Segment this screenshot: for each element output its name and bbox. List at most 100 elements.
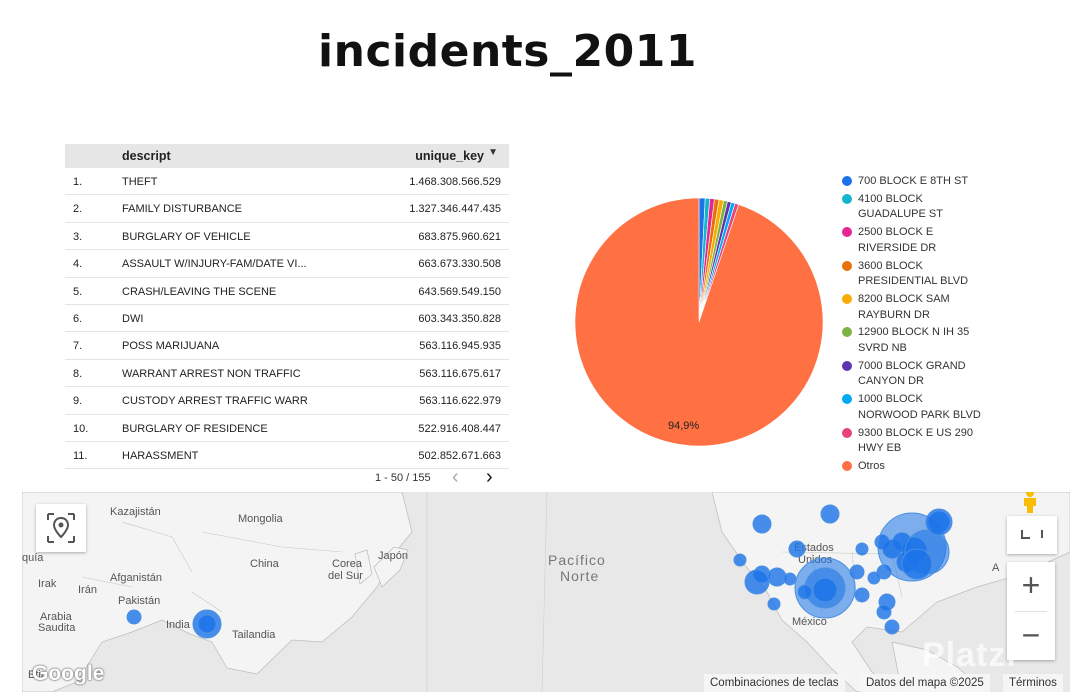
row-descript: CRASH/LEAVING THE SCENE (122, 285, 277, 298)
pagination-range: 1 - 50 / 155 (375, 472, 431, 484)
pie-legend: 700 BLOCK E 8TH ST 4100 BLOCK GUADALUPE ST… (842, 174, 981, 477)
legend-item[interactable]: 700 BLOCK E 8TH ST (842, 174, 981, 190)
pie-slice-9[interactable] (574, 197, 824, 447)
map-bubble[interactable] (812, 577, 838, 603)
terms-link[interactable]: Términos (1003, 674, 1063, 692)
table-row[interactable]: 7. POSS MARIJUANA 563.116.945.935 (65, 332, 509, 360)
map-label-etio: Etio (28, 669, 47, 681)
map-bubble[interactable] (901, 548, 933, 580)
legend-swatch (842, 394, 852, 405)
map-bubble[interactable] (788, 540, 806, 558)
map-bubble[interactable] (197, 614, 217, 634)
zoom-out-button[interactable]: − (1021, 617, 1041, 653)
legend-item[interactable]: 2500 BLOCK E RIVERSIDE DR (842, 225, 981, 256)
map-label-pacifico: Pacífico (548, 552, 606, 568)
zoom-in-button[interactable]: + (1021, 567, 1041, 603)
map-bubble[interactable] (733, 553, 747, 567)
row-index: 5. (73, 285, 83, 298)
row-unique-key: 563.116.945.935 (419, 340, 501, 353)
map-bubble[interactable] (854, 587, 870, 603)
legend-item[interactable]: 12900 BLOCK N IH 35 SVRD NB (842, 325, 981, 356)
table-row[interactable]: 4. ASSAULT W/INJURY-FAM/DATE VI... 663.673… (65, 250, 509, 278)
legend-item[interactable]: Otros (842, 459, 981, 475)
legend-swatch (842, 461, 852, 472)
column-header-descript[interactable]: descript (122, 149, 171, 163)
map-label-japon: Japón (378, 550, 408, 562)
table-row[interactable]: 2. FAMILY DISTURBANCE 1.327.346.447.435 (65, 195, 509, 223)
keyboard-shortcuts-link[interactable]: Combinaciones de teclas (704, 674, 845, 692)
google-logo[interactable]: Google (32, 662, 105, 685)
map-bubble[interactable] (744, 569, 770, 595)
legend-item[interactable]: 1000 BLOCK NORWOOD PARK BLVD (842, 392, 981, 423)
map-bubble[interactable] (820, 504, 840, 524)
legend-swatch (842, 260, 852, 271)
map-bubbles (126, 504, 953, 639)
location-pin-icon[interactable] (36, 504, 86, 552)
map-label-a: A (992, 562, 1000, 574)
row-descript: THEFT (122, 176, 158, 188)
table-row[interactable]: 10. BURGLARY OF RESIDENCE 522.916.408.447 (65, 415, 509, 442)
legend-item[interactable]: 8200 BLOCK SAM RAYBURN DR (842, 292, 981, 323)
legend-item[interactable]: 7000 BLOCK GRAND CANYON DR (842, 359, 981, 390)
legend-label: 8200 BLOCK SAM (858, 293, 950, 306)
legend-swatch (842, 176, 852, 186)
map-bubble[interactable] (752, 514, 772, 534)
chevron-right-icon[interactable]: › (486, 466, 493, 488)
bubble-map[interactable]: Kazajistán Mongolia China Corea del Sur … (22, 492, 1070, 692)
map-label-china: China (250, 558, 279, 570)
legend-label: 2500 BLOCK E (858, 226, 934, 239)
legend-swatch (842, 327, 852, 338)
map-label-mexico: México (792, 616, 827, 628)
row-index: 2. (73, 203, 83, 216)
legend-label: 7000 BLOCK GRAND (858, 359, 966, 372)
map-bubble[interactable] (126, 609, 142, 625)
table-row[interactable]: 11. HARASSMENT 502.852.671.663 (65, 442, 509, 470)
report-title: incidents_2011 (318, 26, 697, 77)
table-row[interactable]: 3. BURGLARY OF VEHICLE 683.875.960.621 (65, 223, 509, 251)
map-label-corea: Corea (332, 558, 362, 570)
legend-label: 12900 BLOCK N IH 35 (858, 326, 970, 339)
table-row[interactable]: 6. DWI 603.343.350.828 (65, 305, 509, 333)
table-row[interactable]: 9. CUSTODY ARREST TRAFFIC WARR 563.116.622… (65, 387, 509, 415)
table-row[interactable]: 5. CRASH/LEAVING THE SCENE 643.569.549.150 (65, 278, 509, 305)
legend-item[interactable]: 4100 BLOCK GUADALUPE ST (842, 192, 981, 223)
platzi-watermark: Platzi (922, 636, 1017, 674)
map-label-mongolia: Mongolia (238, 513, 283, 525)
fullscreen-icon[interactable] (1007, 516, 1057, 554)
map-bubble[interactable] (783, 572, 797, 586)
legend-item[interactable]: 9300 BLOCK E US 290 HWY EB (842, 426, 981, 457)
row-index: 1. (73, 176, 83, 188)
table-header: descript unique_key ▼ (65, 144, 509, 168)
map-bubble[interactable] (876, 604, 892, 620)
chevron-left-icon[interactable]: ‹ (452, 466, 459, 488)
legend-label: GUADALUPE ST (858, 208, 943, 221)
map-bubble[interactable] (767, 597, 781, 611)
map-bubble[interactable] (849, 564, 865, 580)
map-bubble[interactable] (767, 567, 787, 587)
map-label-arabia: Arabia (40, 611, 72, 623)
map-label-saudita: Saudita (38, 622, 76, 634)
map-bubble[interactable] (797, 584, 813, 600)
table-row[interactable]: 1. THEFT 1.468.308.566.529 (65, 168, 509, 196)
row-descript: DWI (122, 312, 144, 325)
legend-label: CANYON DR (858, 375, 925, 388)
row-index: 7. (73, 340, 83, 353)
legend-label: 4100 BLOCK (858, 192, 923, 205)
map-bubble[interactable] (855, 542, 869, 556)
row-index: 9. (73, 395, 83, 408)
pegman-icon[interactable] (1019, 492, 1041, 514)
row-index: 10. (73, 422, 89, 435)
column-header-unique-key[interactable]: unique_key (415, 149, 484, 163)
row-unique-key: 1.468.308.566.529 (409, 176, 501, 188)
legend-swatch (842, 193, 852, 204)
legend-item[interactable]: 3600 BLOCK PRESIDENTIAL BLVD (842, 259, 981, 290)
map-label-irak: Irak (38, 578, 57, 590)
caret-down-icon[interactable]: ▼ (488, 147, 498, 158)
pie-data-label: 94,9% (668, 420, 699, 432)
map-bubble[interactable] (925, 508, 953, 536)
table-row[interactable]: 8. WARRANT ARREST NON TRAFFIC 563.116.675.… (65, 360, 509, 388)
map-bubble[interactable] (867, 571, 881, 585)
map-bubble[interactable] (884, 619, 900, 635)
legend-label: RAYBURN DR (858, 308, 930, 321)
map-data-link[interactable]: Datos del mapa ©2025 (860, 674, 990, 692)
